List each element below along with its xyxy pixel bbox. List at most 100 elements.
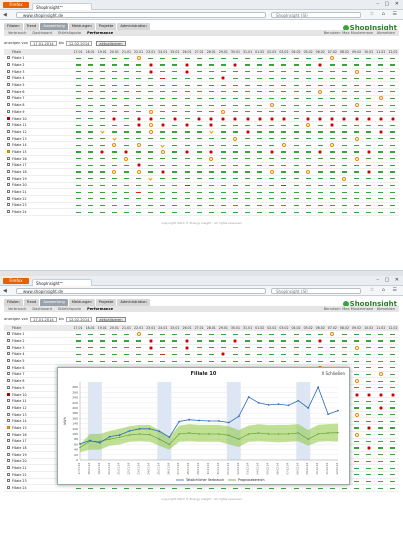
table-row[interactable]: Filiale 9 [4, 108, 399, 116]
row-checkbox[interactable] [6, 103, 10, 107]
status-cell[interactable] [72, 175, 85, 183]
window-controls[interactable]: – ▢ ✕ [376, 277, 401, 283]
status-cell[interactable] [289, 195, 303, 203]
status-cell[interactable] [277, 155, 290, 163]
status-cell[interactable] [144, 208, 157, 216]
status-cell[interactable] [338, 128, 351, 136]
status-cell[interactable] [180, 357, 194, 365]
status-cell[interactable] [289, 331, 303, 339]
status-cell[interactable] [120, 121, 133, 130]
status-cell[interactable] [72, 188, 85, 196]
status-cell[interactable] [132, 337, 145, 345]
status-cell[interactable] [217, 188, 230, 196]
status-cell[interactable] [132, 81, 145, 89]
status-cell[interactable] [156, 484, 169, 492]
nav-tab-auswertung[interactable]: Auswertung [40, 299, 68, 306]
status-cell[interactable] [241, 208, 254, 216]
status-cell[interactable] [314, 484, 327, 492]
table-row[interactable]: Filiale 3 [4, 68, 399, 76]
status-cell[interactable] [120, 331, 133, 339]
status-cell[interactable] [180, 484, 194, 492]
table-row[interactable]: Filiale 23 [4, 202, 399, 210]
status-cell[interactable] [386, 464, 399, 472]
status-cell[interactable] [289, 68, 303, 76]
status-cell[interactable] [205, 81, 218, 89]
status-cell[interactable] [144, 168, 157, 176]
status-cell[interactable] [350, 135, 363, 143]
status-cell[interactable] [350, 404, 363, 412]
status-cell[interactable] [265, 95, 278, 103]
status-cell[interactable] [374, 141, 387, 150]
row-name[interactable]: Filiale 23 [12, 478, 72, 486]
status-cell[interactable] [277, 175, 290, 183]
status-cell[interactable] [217, 88, 230, 96]
status-cell[interactable] [277, 168, 290, 176]
status-cell[interactable] [350, 195, 363, 203]
status-cell[interactable] [350, 95, 363, 103]
row-name[interactable]: Filiale 4 [12, 351, 72, 359]
status-cell[interactable] [144, 135, 157, 143]
status-cell[interactable] [72, 331, 85, 339]
status-cell[interactable] [253, 88, 266, 96]
status-cell[interactable] [217, 135, 230, 143]
status-cell[interactable] [168, 175, 181, 183]
status-cell[interactable] [326, 162, 339, 170]
status-cell[interactable] [362, 377, 375, 385]
status-cell[interactable] [156, 195, 169, 203]
status-cell[interactable] [156, 68, 169, 76]
status-cell[interactable] [108, 344, 121, 352]
status-cell[interactable] [314, 61, 327, 69]
status-cell[interactable] [362, 208, 375, 216]
row-checkbox[interactable] [6, 486, 10, 490]
status-cell[interactable] [265, 337, 278, 345]
status-cell[interactable] [84, 202, 97, 210]
status-cell[interactable] [277, 115, 290, 123]
status-cell[interactable] [386, 478, 399, 486]
status-cell[interactable] [253, 168, 266, 176]
status-cell[interactable] [96, 101, 109, 109]
status-cell[interactable] [302, 55, 315, 63]
status-cell[interactable] [96, 148, 109, 156]
status-cell[interactable] [168, 115, 181, 123]
date-to-input[interactable]: 12.02.2014 [65, 316, 93, 322]
status-cell[interactable] [386, 55, 399, 63]
status-cell[interactable] [193, 208, 206, 216]
status-cell[interactable] [144, 101, 157, 109]
status-cell[interactable] [386, 458, 399, 466]
status-cell[interactable] [241, 195, 254, 203]
row-name[interactable]: Filiale 9 [12, 384, 72, 392]
status-cell[interactable] [386, 377, 399, 385]
status-cell[interactable] [374, 478, 387, 486]
status-cell[interactable] [132, 148, 145, 156]
status-cell[interactable] [217, 108, 230, 116]
status-cell[interactable] [84, 61, 97, 69]
date-from-input[interactable]: 17.01.2014 [30, 316, 57, 322]
status-cell[interactable] [277, 141, 290, 150]
status-cell[interactable] [205, 101, 218, 109]
status-cell[interactable] [326, 81, 339, 89]
status-cell[interactable] [302, 168, 315, 176]
status-cell[interactable] [374, 397, 387, 406]
status-cell[interactable] [362, 331, 375, 339]
status-cell[interactable] [144, 55, 157, 63]
status-cell[interactable] [132, 175, 145, 183]
status-cell[interactable] [326, 75, 339, 83]
status-cell[interactable] [217, 68, 230, 76]
status-cell[interactable] [386, 68, 399, 76]
status-cell[interactable] [374, 391, 387, 399]
status-cell[interactable] [156, 168, 169, 176]
status-cell[interactable] [374, 101, 387, 109]
status-cell[interactable] [193, 168, 206, 176]
status-cell[interactable] [302, 357, 315, 365]
toolbar-icons[interactable]: ☆ ⌂ ☰ [369, 287, 400, 293]
status-cell[interactable] [362, 478, 375, 486]
status-cell[interactable] [217, 175, 230, 183]
status-cell[interactable] [84, 175, 97, 183]
status-cell[interactable] [253, 141, 266, 150]
status-cell[interactable] [120, 155, 133, 163]
status-cell[interactable] [229, 175, 242, 183]
logout-link[interactable]: Abmelden [376, 307, 395, 311]
status-cell[interactable] [302, 484, 315, 492]
status-cell[interactable] [362, 148, 375, 156]
row-name[interactable]: Filiale 8 [12, 377, 72, 385]
